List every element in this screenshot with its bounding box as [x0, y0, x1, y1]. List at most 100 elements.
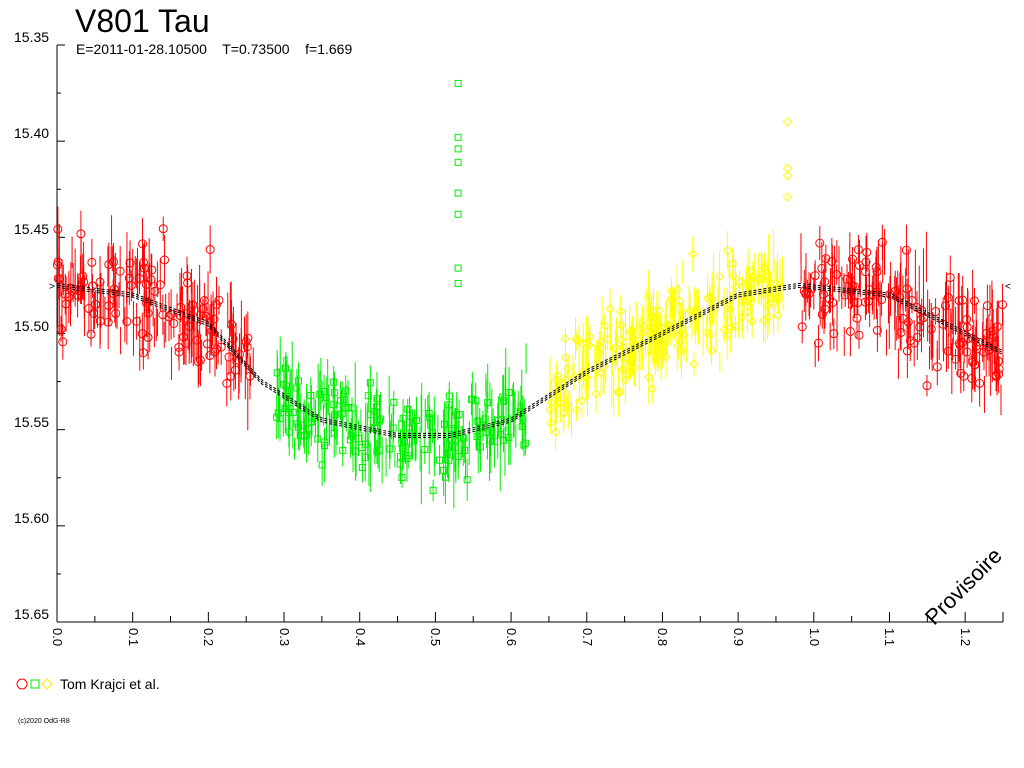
data-point	[222, 378, 232, 388]
data-point	[647, 384, 657, 394]
x-tick-label: 0.3	[277, 628, 293, 647]
left-edge-marker: >	[49, 281, 55, 292]
data-point	[827, 256, 837, 266]
copyright-text: (c)2020 OdG-R8	[18, 718, 70, 725]
data-point	[656, 339, 667, 349]
data-point	[585, 331, 595, 342]
data-point	[425, 409, 433, 417]
data-point	[600, 321, 610, 331]
data-point	[143, 332, 153, 342]
data-point	[765, 281, 775, 292]
legend-label: Tom Krajci et al.	[60, 676, 160, 692]
data-point	[551, 374, 562, 385]
data-point	[853, 245, 863, 255]
data-point	[426, 414, 434, 422]
data-point	[399, 444, 407, 452]
data-point	[179, 332, 189, 342]
data-point	[196, 310, 206, 320]
data-point	[158, 310, 168, 320]
data-point	[864, 296, 874, 306]
data-point	[968, 357, 978, 367]
data-point	[550, 401, 560, 412]
data-point	[344, 403, 352, 411]
data-point	[361, 453, 369, 461]
data-point	[122, 317, 132, 327]
data-point	[320, 441, 328, 449]
data-point	[440, 466, 448, 474]
data-point	[797, 322, 807, 332]
data-point	[91, 299, 101, 309]
x-tick-label: 0.9	[731, 628, 747, 647]
data-point	[413, 416, 421, 424]
data-point	[848, 254, 858, 264]
data-point	[521, 439, 529, 447]
data-point	[141, 279, 151, 289]
data-point	[645, 323, 656, 334]
y-tick-label: 15.65	[14, 606, 50, 622]
data-point	[556, 379, 567, 390]
data-point	[474, 417, 482, 425]
outlier-point	[454, 79, 462, 87]
data-point	[461, 446, 469, 454]
data-point	[331, 411, 339, 419]
data-point	[293, 384, 301, 392]
data-point	[804, 289, 814, 299]
data-point	[212, 299, 222, 309]
data-point	[747, 316, 757, 326]
data-point	[505, 389, 513, 397]
data-point	[902, 346, 912, 356]
data-point	[815, 238, 825, 248]
data-point	[963, 334, 973, 344]
data-point	[364, 392, 372, 400]
data-point	[78, 271, 88, 281]
data-point	[764, 312, 774, 322]
data-point	[520, 441, 528, 449]
data-point	[730, 282, 740, 292]
data-point	[188, 300, 198, 310]
data-point	[984, 342, 994, 352]
data-point	[654, 305, 664, 316]
data-point	[742, 280, 752, 290]
data-point	[202, 339, 212, 349]
legend: Tom Krajci et al.	[16, 675, 160, 693]
data-point	[193, 357, 203, 367]
data-point	[903, 317, 913, 327]
data-point	[505, 433, 513, 441]
data-point	[970, 360, 980, 370]
data-point	[132, 316, 142, 326]
data-point	[922, 381, 932, 391]
data-point	[728, 259, 738, 269]
data-point	[436, 456, 444, 464]
fit-curve	[56, 286, 1004, 438]
data-point	[195, 355, 205, 365]
data-point	[314, 435, 322, 443]
data-point	[771, 293, 781, 303]
data-point	[546, 418, 556, 428]
data-point	[650, 356, 660, 366]
data-point	[241, 337, 251, 347]
data-point	[688, 249, 698, 259]
data-point	[959, 371, 969, 381]
data-point	[661, 352, 671, 362]
y-tick-label: 15.40	[14, 125, 50, 142]
data-point	[371, 424, 379, 432]
data-point	[316, 390, 324, 398]
data-point	[722, 245, 733, 256]
data-point	[303, 431, 311, 439]
chart-title: V801 Tau	[75, 3, 210, 39]
data-point	[373, 448, 381, 456]
data-point	[389, 424, 397, 432]
data-point	[926, 324, 936, 334]
data-point	[448, 441, 456, 449]
data-point	[243, 333, 253, 343]
data-point	[956, 368, 966, 378]
data-point	[932, 362, 942, 372]
data-point	[602, 334, 613, 344]
data-point	[706, 345, 717, 356]
data-point	[205, 317, 215, 327]
data-point	[810, 271, 820, 281]
y-tick-label: 15.45	[14, 221, 50, 238]
data-point	[95, 277, 105, 287]
data-point	[216, 342, 226, 352]
data-point	[644, 372, 654, 383]
